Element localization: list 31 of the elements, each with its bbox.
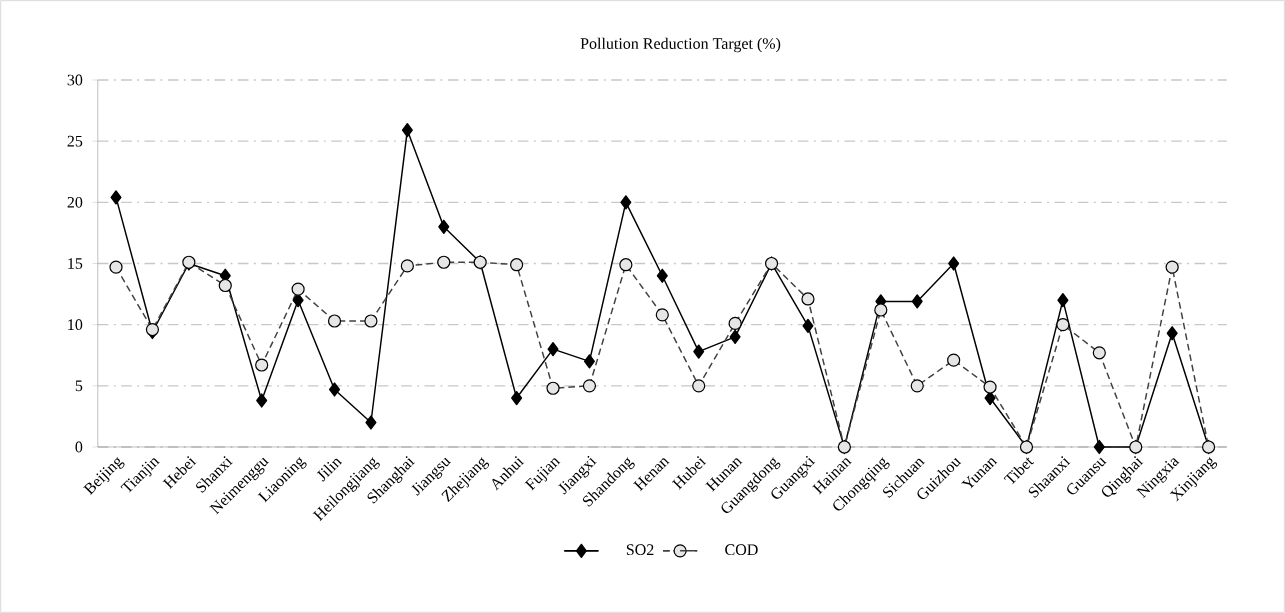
point bbox=[511, 390, 523, 406]
point bbox=[729, 329, 741, 345]
point bbox=[948, 256, 960, 271]
y-tick-label: 15 bbox=[68, 258, 83, 269]
y-tick-label: 20 bbox=[67, 196, 83, 208]
point bbox=[256, 393, 268, 408]
point bbox=[984, 390, 996, 406]
point bbox=[110, 190, 122, 205]
chart-title: Pollution Reduction Target (%) bbox=[580, 37, 781, 53]
point bbox=[328, 382, 341, 397]
point bbox=[401, 123, 413, 138]
legend-label: SO2 bbox=[626, 544, 654, 556]
point bbox=[693, 344, 705, 359]
point bbox=[1057, 293, 1069, 308]
y-tick-label: 25 bbox=[67, 135, 83, 147]
point bbox=[583, 354, 595, 369]
y-tick-label: 10 bbox=[68, 319, 83, 331]
y-tick-label: 0 bbox=[75, 441, 83, 453]
point bbox=[911, 294, 923, 309]
point bbox=[1093, 439, 1105, 455]
legend-label: COD bbox=[725, 544, 758, 556]
point bbox=[365, 415, 377, 430]
point bbox=[438, 219, 450, 234]
point bbox=[620, 195, 632, 210]
point bbox=[547, 341, 559, 357]
y-tick-label: 30 bbox=[67, 74, 83, 86]
point bbox=[656, 268, 668, 283]
point bbox=[1166, 326, 1178, 341]
point bbox=[802, 318, 814, 334]
y-tick-label: 5 bbox=[75, 380, 83, 392]
point bbox=[292, 293, 304, 308]
